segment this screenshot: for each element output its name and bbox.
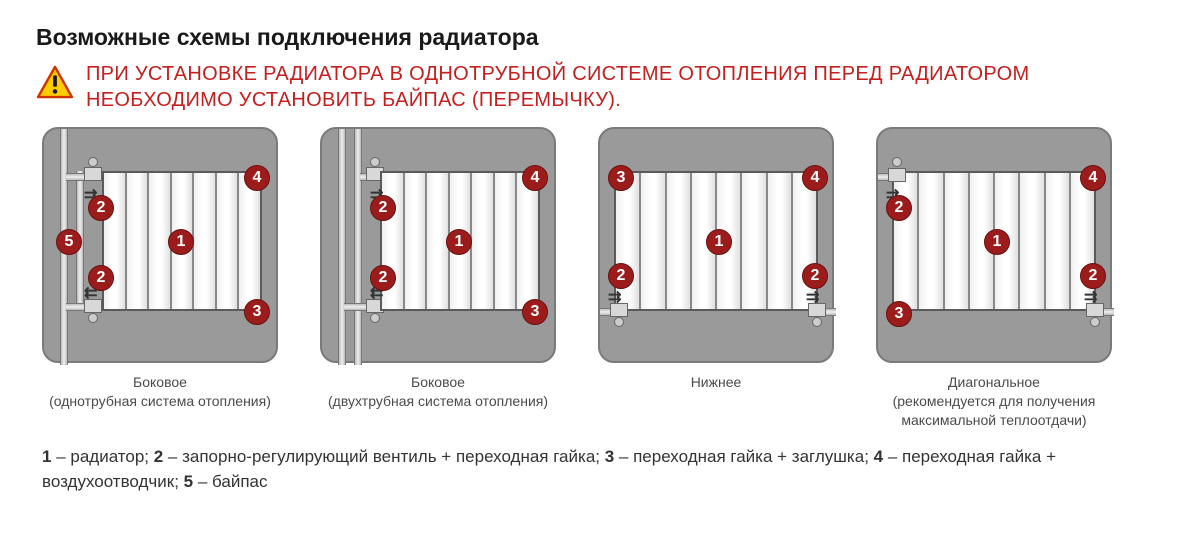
badge: 1 bbox=[984, 229, 1010, 255]
warning-triangle-icon bbox=[36, 65, 74, 99]
scheme-item: ⇉ ⇉ 1 2 2 3 4 Нижнее bbox=[598, 127, 834, 430]
badge: 4 bbox=[802, 165, 828, 191]
scheme-caption: Боковое (двухтрубная система отопления) bbox=[328, 373, 548, 411]
scheme-diagram: ⇉ ⇇ 1 2 2 3 4 5 bbox=[42, 127, 278, 363]
scheme-item: ⇉ ⇇ 1 2 2 3 4 5 Боковое (однотрубная сис… bbox=[42, 127, 278, 430]
badge: 2 bbox=[802, 263, 828, 289]
badge: 2 bbox=[88, 195, 114, 221]
badge: 4 bbox=[244, 165, 270, 191]
page-title: Возможные схемы подключения радиатора bbox=[36, 24, 1164, 51]
scheme-item: ⇉ ⇇ 1 2 2 3 4 Боковое (двухтрубная систе… bbox=[320, 127, 556, 430]
badge: 1 bbox=[168, 229, 194, 255]
badge: 3 bbox=[244, 299, 270, 325]
badge: 2 bbox=[1080, 263, 1106, 289]
badge: 5 bbox=[56, 229, 82, 255]
badge: 1 bbox=[446, 229, 472, 255]
scheme-caption: Нижнее bbox=[691, 373, 742, 392]
legend: 1 – радиатор; 2 – запорно-регулирующий в… bbox=[36, 444, 1164, 495]
scheme-diagram: ⇉ ⇉ 1 2 2 3 4 bbox=[876, 127, 1112, 363]
badge: 4 bbox=[522, 165, 548, 191]
badge: 2 bbox=[370, 265, 396, 291]
badge: 4 bbox=[1080, 165, 1106, 191]
badge: 1 bbox=[706, 229, 732, 255]
scheme-caption: Боковое (однотрубная система отопления) bbox=[49, 373, 271, 411]
schemes-row: ⇉ ⇇ 1 2 2 3 4 5 Боковое (однотрубная сис… bbox=[36, 127, 1164, 430]
scheme-caption: Диагональное (рекомендуется для получени… bbox=[876, 373, 1112, 430]
badge: 2 bbox=[88, 265, 114, 291]
badge: 2 bbox=[608, 263, 634, 289]
badge: 2 bbox=[370, 195, 396, 221]
badge: 3 bbox=[522, 299, 548, 325]
warning-block: ПРИ УСТАНОВКЕ РАДИАТОРА В ОДНОТРУБНОЙ СИ… bbox=[36, 61, 1164, 113]
badge: 3 bbox=[886, 301, 912, 327]
scheme-item: ⇉ ⇉ 1 2 2 3 4 Диагональное (рекомендуетс… bbox=[876, 127, 1112, 430]
warning-text: ПРИ УСТАНОВКЕ РАДИАТОРА В ОДНОТРУБНОЙ СИ… bbox=[86, 61, 1164, 113]
badge: 2 bbox=[886, 195, 912, 221]
scheme-diagram: ⇉ ⇉ 1 2 2 3 4 bbox=[598, 127, 834, 363]
scheme-diagram: ⇉ ⇇ 1 2 2 3 4 bbox=[320, 127, 556, 363]
badge: 3 bbox=[608, 165, 634, 191]
